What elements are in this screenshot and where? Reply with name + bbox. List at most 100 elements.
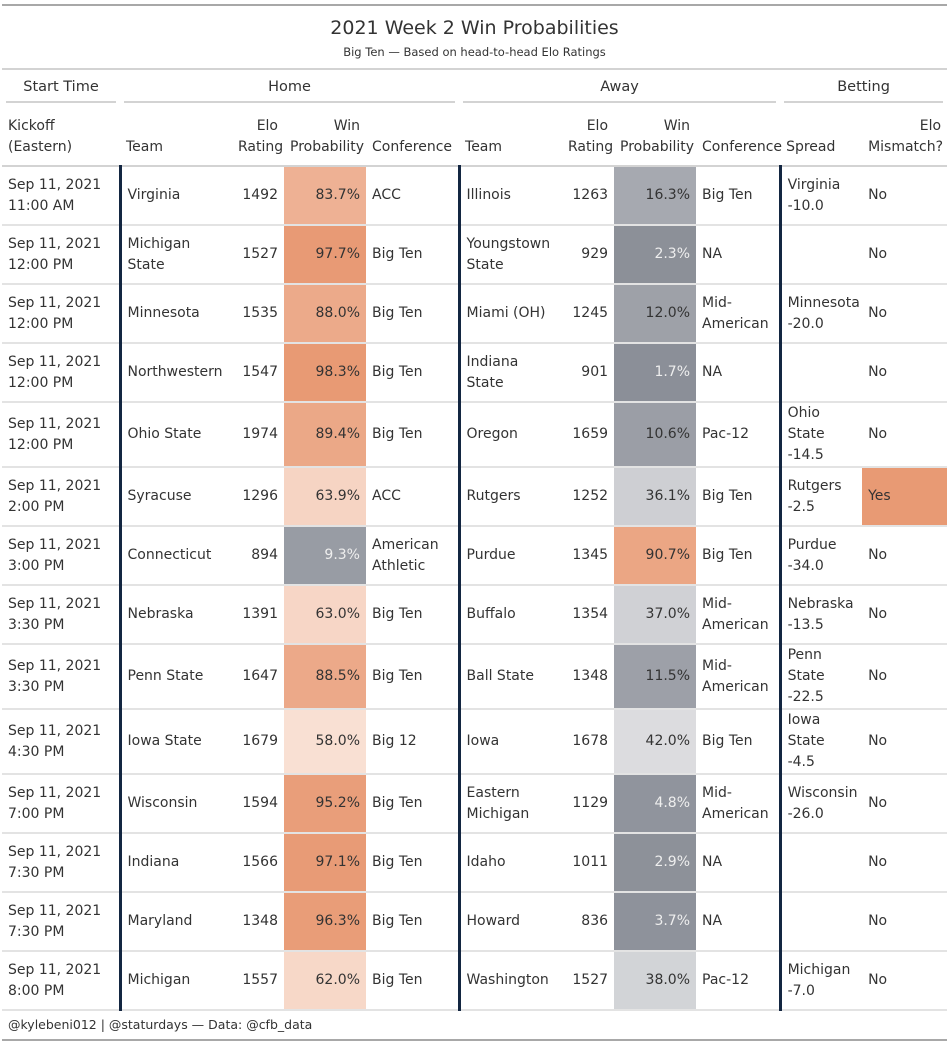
spread-cell: Michigan -7.0 xyxy=(778,951,863,1011)
kickoff-cell: Sep 11, 2021 3:30 PM xyxy=(2,644,120,710)
kickoff-date: Sep 11, 2021 xyxy=(8,536,102,553)
table-row: Sep 11, 2021 12:00 PM Minnesota 1535 88.0% Bi… xyxy=(2,284,948,344)
home-team-cell: Connecticut xyxy=(118,526,232,586)
away-team-cell: Rutgers xyxy=(457,467,563,527)
kickoff-cell: Sep 11, 2021 12:00 PM xyxy=(2,402,120,468)
table-title: 2021 Week 2 Win Probabilities xyxy=(330,17,619,39)
col-away-conf: Conference xyxy=(696,103,782,167)
away-elo-cell: 901 xyxy=(562,343,615,403)
home-conference-cell: Big 12 xyxy=(366,709,460,775)
home-elo-cell: 1594 xyxy=(232,774,284,834)
kickoff-cell: Sep 11, 2021 2:00 PM xyxy=(2,467,120,527)
spread-cell: Wisconsin -26.0 xyxy=(778,774,863,834)
home-win-prob-cell: 97.1% xyxy=(284,833,366,893)
spread-cell: Purdue -34.0 xyxy=(778,526,863,586)
kickoff-time: 2:00 PM xyxy=(8,498,65,515)
away-conference-cell: Mid-American xyxy=(696,585,781,645)
kickoff-cell: Sep 11, 2021 12:00 PM xyxy=(2,225,120,285)
table-row: Sep 11, 2021 8:00 PM Michigan 1557 62.0% Big … xyxy=(2,951,948,1011)
kickoff-date: Sep 11, 2021 xyxy=(8,657,102,674)
kickoff-time: 4:30 PM xyxy=(8,743,65,760)
win-probability-table-figure: 2021 Week 2 Win Probabilities Big Ten — … xyxy=(2,4,948,1041)
col-away-team: Team xyxy=(459,103,563,167)
spread-team: Ohio State xyxy=(787,405,825,442)
spread-value: -7.0 xyxy=(787,982,815,999)
away-team-cell: Oregon xyxy=(457,402,563,468)
elo-mismatch-cell: No xyxy=(862,585,948,645)
away-elo-cell: 1252 xyxy=(562,467,615,527)
kickoff-time: 12:00 PM xyxy=(8,374,74,391)
spread-cell: Ohio State -14.5 xyxy=(778,402,863,468)
away-conference-cell: Pac-12 xyxy=(696,951,781,1011)
kickoff-date: Sep 11, 2021 xyxy=(8,415,102,432)
home-elo-cell: 1566 xyxy=(232,833,284,893)
home-team-cell: Northwestern xyxy=(118,343,232,403)
spread-team: Nebraska xyxy=(787,595,854,612)
spread-value: -14.5 xyxy=(787,447,824,463)
home-conference-cell: ACC xyxy=(366,467,460,527)
spread-value: -20.0 xyxy=(787,315,824,332)
home-elo-cell: 1547 xyxy=(232,343,284,403)
spread-team: Minnesota xyxy=(787,294,860,311)
win-probability-table: Start Time Home Away Betting Kickoff (Eas… xyxy=(2,70,948,1011)
home-conference-cell: Big Ten xyxy=(366,892,460,952)
away-elo-cell: 1345 xyxy=(562,526,615,586)
away-team-cell: Purdue xyxy=(457,526,563,586)
kickoff-date: Sep 11, 2021 xyxy=(8,595,102,612)
table-subtitle: Big Ten — Based on head-to-head Elo Rati… xyxy=(343,45,606,59)
home-elo-cell: 894 xyxy=(232,526,284,586)
kickoff-time: 7:30 PM xyxy=(8,923,65,940)
away-conference-cell: Mid-American xyxy=(696,774,781,834)
home-elo-cell: 1974 xyxy=(232,402,284,468)
kickoff-cell: Sep 11, 2021 12:00 PM xyxy=(2,284,120,344)
elo-mismatch-cell: No xyxy=(862,526,948,586)
away-team-cell: Miami (OH) xyxy=(457,284,563,344)
home-team-cell: Syracuse xyxy=(118,467,232,527)
home-team-cell: Iowa State xyxy=(118,709,232,775)
home-win-prob-cell: 98.3% xyxy=(284,343,366,403)
kickoff-time: 12:00 PM xyxy=(8,436,74,453)
table-row: Sep 11, 2021 3:30 PM Nebraska 1391 63.0% Big … xyxy=(2,585,948,645)
kickoff-date: Sep 11, 2021 xyxy=(8,477,102,494)
kickoff-date: Sep 11, 2021 xyxy=(8,176,102,193)
away-conference-cell: Pac-12 xyxy=(696,402,781,468)
spread-cell xyxy=(778,833,863,893)
spread-team: Rutgers xyxy=(787,477,842,494)
away-team-cell: Eastern Michigan xyxy=(457,774,563,834)
col-home-team: Team xyxy=(120,103,232,167)
home-elo-cell: 1535 xyxy=(232,284,284,344)
table-row: Sep 11, 2021 2:00 PM Syracuse 1296 63.9% ACC R… xyxy=(2,467,948,527)
table-row: Sep 11, 2021 12:00 PM Ohio State 1974 89.4% B… xyxy=(2,402,948,468)
top-rule xyxy=(2,4,947,6)
away-elo-cell: 1354 xyxy=(562,585,615,645)
home-win-prob-cell: 63.0% xyxy=(284,585,366,645)
away-team-cell: Iowa xyxy=(457,709,563,775)
home-win-prob-cell: 97.7% xyxy=(284,225,366,285)
table-row: Sep 11, 2021 7:00 PM Wisconsin 1594 95.2% Big… xyxy=(2,774,948,834)
elo-mismatch-cell: No xyxy=(862,774,948,834)
home-win-prob-cell: 88.5% xyxy=(284,644,366,710)
home-team-cell: Michigan xyxy=(118,951,232,1011)
col-away-elo: Elo Rating xyxy=(562,103,615,167)
column-header-row: Kickoff (Eastern) Team Elo Rating Win Proba… xyxy=(2,103,948,167)
away-elo-cell: 1659 xyxy=(562,402,615,468)
spread-team: Wisconsin xyxy=(787,784,858,801)
col-kickoff: Kickoff (Eastern) xyxy=(2,103,120,167)
away-conference-cell: NA xyxy=(696,833,781,893)
kickoff-cell: Sep 11, 2021 4:30 PM xyxy=(2,709,120,775)
away-team-cell: Howard xyxy=(457,892,563,952)
table-body: Sep 11, 2021 11:00 AM Virginia 1492 83.7% ACC… xyxy=(2,166,948,1011)
away-win-prob-cell: 2.3% xyxy=(614,225,697,285)
home-team-cell: Minnesota xyxy=(118,284,232,344)
away-win-prob-cell: 2.9% xyxy=(614,833,697,893)
col-mismatch: Elo Mismatch? xyxy=(862,103,948,167)
home-win-prob-cell: 63.9% xyxy=(284,467,366,527)
away-conference-cell: Mid-American xyxy=(696,644,781,710)
home-conference-cell: ACC xyxy=(366,166,460,226)
spread-cell: Virginia -10.0 xyxy=(778,166,863,226)
away-win-prob-cell: 1.7% xyxy=(614,343,697,403)
away-win-prob-cell: 38.0% xyxy=(614,951,697,1011)
kickoff-cell: Sep 11, 2021 12:00 PM xyxy=(2,343,120,403)
home-conference-cell: American Athletic xyxy=(366,526,460,586)
spanner-row: Start Time Home Away Betting xyxy=(2,70,947,103)
